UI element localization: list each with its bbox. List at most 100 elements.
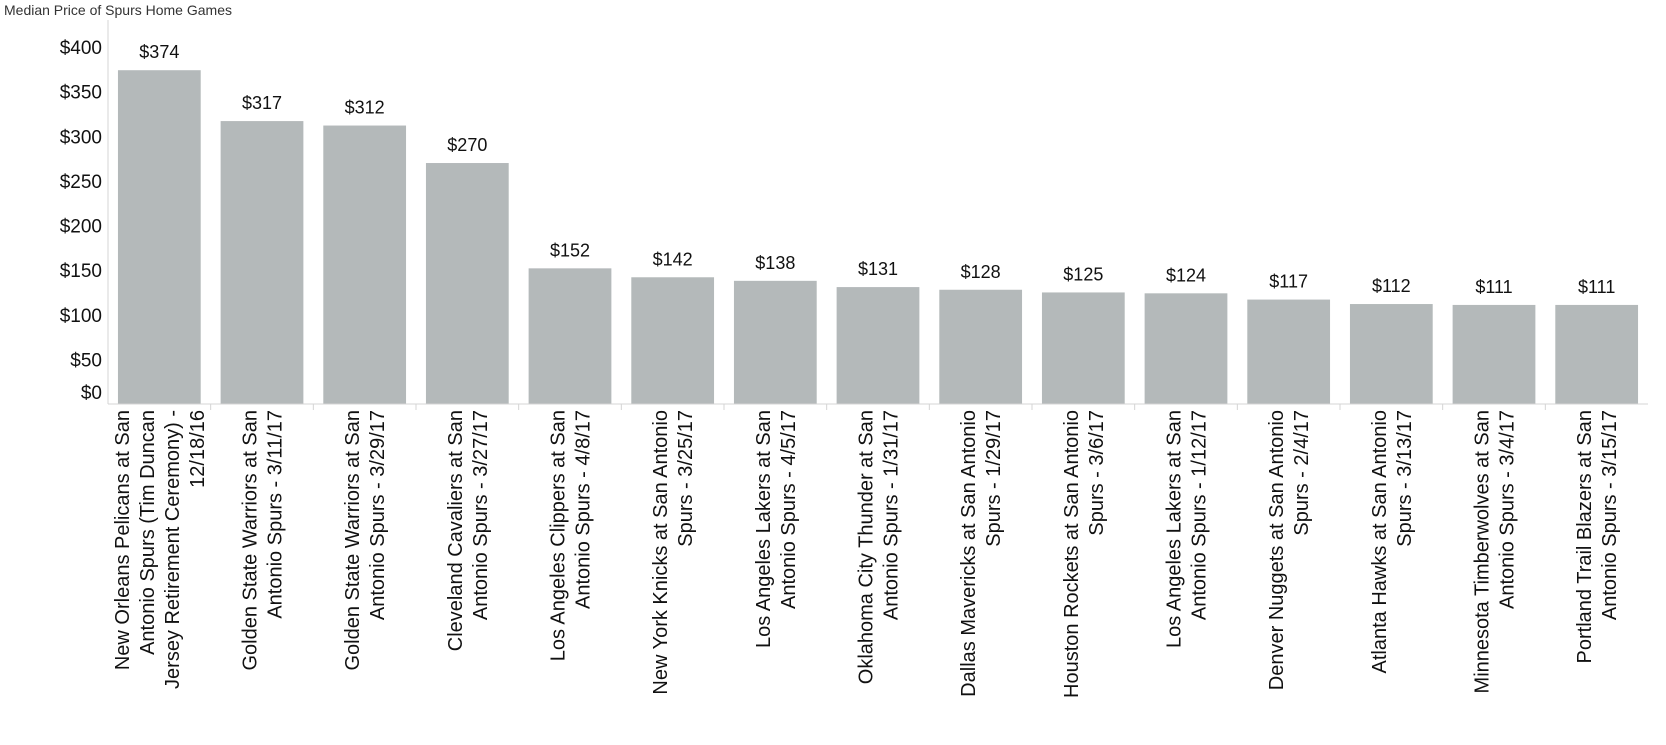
x-category-label: Los Angeles Lakers at San Antonio Spurs -… [753, 410, 800, 648]
x-category-label: Oklahoma City Thunder at San Antonio Spur… [856, 410, 903, 684]
x-category-label: Los Angeles Lakers at San Antonio Spurs -… [1164, 410, 1211, 648]
x-category-label-line: Cleveland Cavaliers at San [445, 410, 467, 651]
bar[interactable] [1144, 293, 1228, 404]
bar[interactable] [323, 125, 407, 404]
bar-value-label: $124 [1166, 265, 1206, 285]
y-tick-label: $350 [60, 83, 102, 104]
x-category-label-line: Denver Nuggets at San Antonio [1266, 410, 1288, 690]
x-category-label-line: Jersey Retirement Ceremony) - [162, 410, 184, 689]
x-category-label-line: Atlanta Hawks at San Antonio [1369, 410, 1391, 674]
bar[interactable] [733, 280, 817, 404]
x-axis: New Orleans Pelicans at San Antonio Spurs… [108, 403, 1648, 698]
x-category-label-line: Antonio Spurs - 1/31/17 [881, 410, 903, 620]
bar-value-label: $125 [1063, 264, 1103, 284]
x-category-label-line: Portland Trail Blazers at San [1574, 410, 1596, 663]
chart-title: Median Price of Spurs Home Games [4, 2, 232, 18]
x-category-label-line: Antonio Spurs - 1/12/17 [1189, 410, 1211, 620]
bar-value-label: $270 [447, 135, 487, 155]
bar[interactable] [1247, 299, 1331, 404]
x-category-label: Cleveland Cavaliers at San Antonio Spurs … [445, 410, 492, 651]
x-category-label-line: Dallas Mavericks at San Antonio [958, 410, 980, 697]
x-category-label-line: Antonio Spurs - 3/29/17 [367, 410, 389, 620]
bar[interactable] [631, 277, 715, 404]
y-tick-label: $400 [60, 38, 102, 59]
bar[interactable] [117, 70, 201, 404]
bar-value-label: $142 [653, 249, 693, 269]
x-category-label-line: Golden State Warriors at San [240, 410, 262, 671]
bar-value-label: $138 [755, 253, 795, 273]
x-category-label-line: New Orleans Pelicans at San [112, 410, 134, 670]
bar-value-label: $111 [1578, 277, 1615, 297]
x-category-label: Atlanta Hawks at San Antonio Spurs - 3/13… [1369, 410, 1416, 674]
x-category-label: Golden State Warriors at San Antonio Spur… [240, 410, 287, 671]
x-category-label-line: Minnesota Timberwolves at San [1472, 410, 1494, 693]
y-tick-label: $0 [81, 383, 102, 404]
bar[interactable] [836, 287, 920, 404]
x-category-label-line: 12/18/16 [187, 410, 209, 488]
bar-value-label: $312 [345, 98, 385, 118]
x-category-label-line: Houston Rockets at San Antonio [1061, 410, 1083, 698]
x-category-label-line: Antonio Spurs - 4/5/17 [778, 410, 800, 609]
bar[interactable] [425, 163, 509, 404]
bar[interactable] [939, 289, 1023, 404]
y-tick-label: $100 [60, 306, 102, 327]
x-category-label-line: Antonio Spurs - 3/11/17 [265, 410, 287, 619]
x-category-label-line: Spurs - 3/25/17 [675, 410, 697, 547]
y-tick-label: $200 [60, 217, 102, 238]
bar-value-label: $374 [139, 42, 179, 62]
x-category-label-line: Los Angeles Lakers at San [753, 410, 775, 648]
x-category-label-line: Antonio Spurs - 4/8/17 [573, 410, 595, 609]
y-axis: $0 $50 $100 $150 $200 $250 $300 $350 $400 [60, 20, 109, 404]
bar[interactable] [1349, 304, 1433, 404]
x-category-label-line: Spurs - 2/4/17 [1291, 410, 1313, 536]
bars-group: $374 $317 $312 $270 $152 $142 $138 $131 $128 $125… [117, 42, 1639, 404]
bar-value-label: $112 [1372, 276, 1411, 296]
svg-text:Houston Rockets at San Antonio: Houston Rockets at San Antonio Spurs - 3/… [1061, 410, 1108, 698]
y-tick-label: $150 [60, 261, 102, 282]
x-category-label-line: Antonio Spurs - 3/27/17 [470, 410, 492, 620]
bar[interactable] [1555, 304, 1639, 404]
x-category-label: Golden State Warriors at San Antonio Spur… [342, 410, 389, 671]
y-tick-label: $300 [60, 127, 102, 148]
bar[interactable] [220, 121, 304, 404]
bar-value-label: $131 [858, 259, 898, 279]
y-tick-label: $250 [60, 172, 102, 193]
x-category-label-line: Spurs - 3/6/17 [1086, 410, 1108, 536]
x-category-label: Dallas Mavericks at San Antonio Spurs - 1… [958, 410, 1005, 697]
bar-value-label: $152 [550, 240, 590, 260]
x-category-label-line: Oklahoma City Thunder at San [856, 410, 878, 684]
x-category-label-line: Antonio Spurs - 3/4/17 [1497, 410, 1519, 609]
bar-value-label: $317 [242, 93, 282, 113]
x-category-label: New York Knicks at San Antonio Spurs - 3/… [650, 410, 697, 695]
x-category-label: New Orleans Pelicans at San Antonio Spurs… [112, 410, 209, 689]
x-category-label-line: Antonio Spurs - 3/15/17 [1599, 410, 1621, 620]
x-category-label-line: Antonio Spurs (Tim Duncan [137, 410, 159, 655]
svg-text:New York Knicks at San Antonio: New York Knicks at San Antonio Spurs - 3/… [650, 410, 697, 695]
svg-text:Dallas Mavericks at San Antoni: Dallas Mavericks at San Antonio Spurs - 1… [958, 410, 1005, 697]
x-category-label: Minnesota Timberwolves at San Antonio Spu… [1472, 410, 1519, 693]
x-category-label-line: Golden State Warriors at San [342, 410, 364, 671]
bar[interactable] [1452, 304, 1536, 404]
x-category-label: Houston Rockets at San Antonio Spurs - 3/… [1061, 410, 1108, 698]
x-category-label-line: Spurs - 1/29/17 [983, 410, 1005, 547]
bar-value-label: $117 [1269, 272, 1308, 292]
bar[interactable] [1041, 292, 1125, 404]
x-category-label-line: Spurs - 3/13/17 [1394, 410, 1416, 547]
x-category-label: Los Angeles Clippers at San Antonio Spurs… [548, 410, 595, 661]
bar-value-label: $111 [1475, 277, 1512, 297]
x-category-label-line: New York Knicks at San Antonio [650, 410, 672, 695]
bar[interactable] [528, 268, 612, 404]
